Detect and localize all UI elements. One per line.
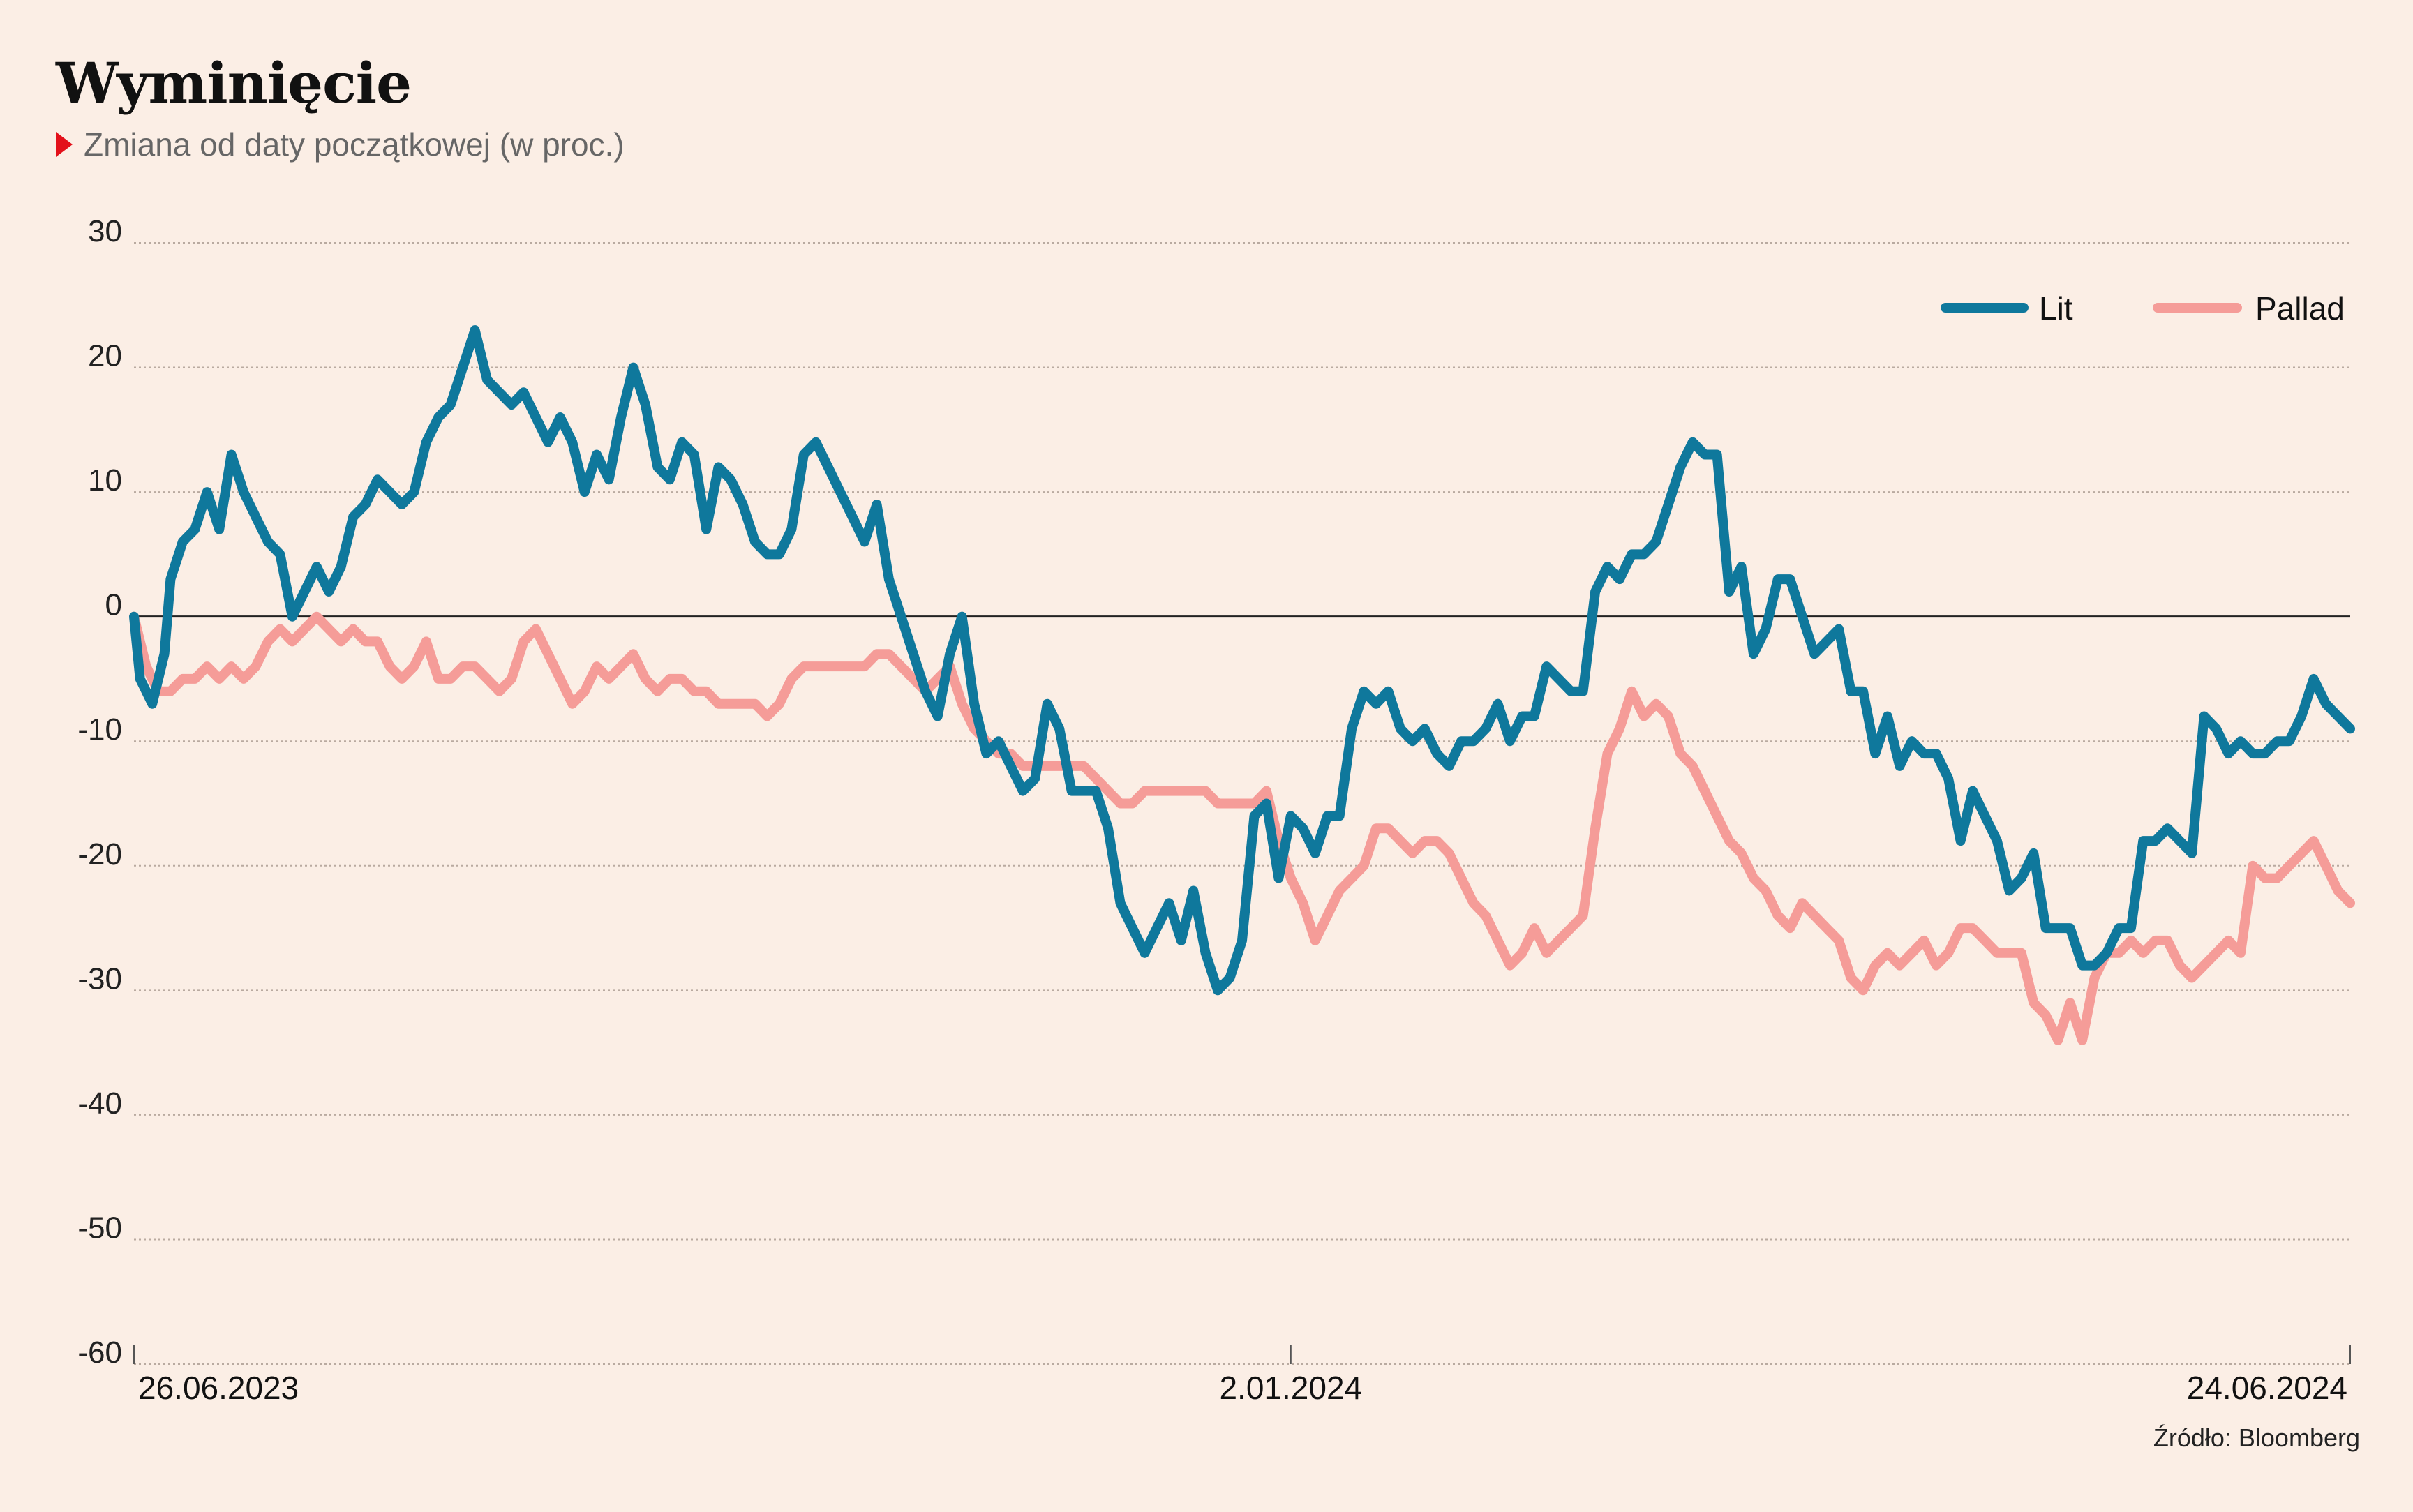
series-line-pallad	[129, 611, 2355, 1045]
subtitle-row: Zmiana od daty początkowej (w proc.)	[56, 126, 625, 163]
y-axis-ticks: 30 20 10 0 -10 -20 -30 -40 -50 -60	[77, 214, 122, 1370]
y-tick-label: -30	[77, 961, 122, 996]
legend: Lit Pallad	[1941, 290, 2345, 327]
y-tick-label: 30	[88, 214, 122, 248]
y-tick-label: 20	[88, 339, 122, 373]
subtitle-marker-icon	[56, 132, 73, 157]
x-tick-label: 24.06.2024	[2187, 1370, 2347, 1406]
legend-label-pallad: Pallad	[2255, 290, 2345, 327]
y-tick-label: -60	[77, 1335, 122, 1370]
y-tick-label: -40	[77, 1086, 122, 1121]
legend-label-lit: Lit	[2039, 290, 2073, 327]
y-tick-label: -10	[77, 712, 122, 747]
series-line-lit	[129, 325, 2355, 996]
source-note: Źródło: Bloomberg	[2153, 1423, 2360, 1452]
x-tick-label: 2.01.2024	[1219, 1370, 1362, 1406]
chart-subtitle: Zmiana od daty początkowej (w proc.)	[84, 126, 625, 163]
series-lines	[129, 325, 2355, 1045]
y-tick-label: 10	[88, 463, 122, 497]
y-tick-label: -20	[77, 837, 122, 871]
x-tick-label: 26.06.2023	[138, 1370, 299, 1406]
x-axis: 26.06.2023 2.01.2024 24.06.2024	[133, 1345, 2351, 1406]
y-tick-label: -50	[77, 1211, 122, 1245]
gridlines	[134, 242, 2350, 1365]
y-tick-label: 0	[105, 588, 122, 622]
chart-title: Wyminięcie	[56, 50, 412, 116]
